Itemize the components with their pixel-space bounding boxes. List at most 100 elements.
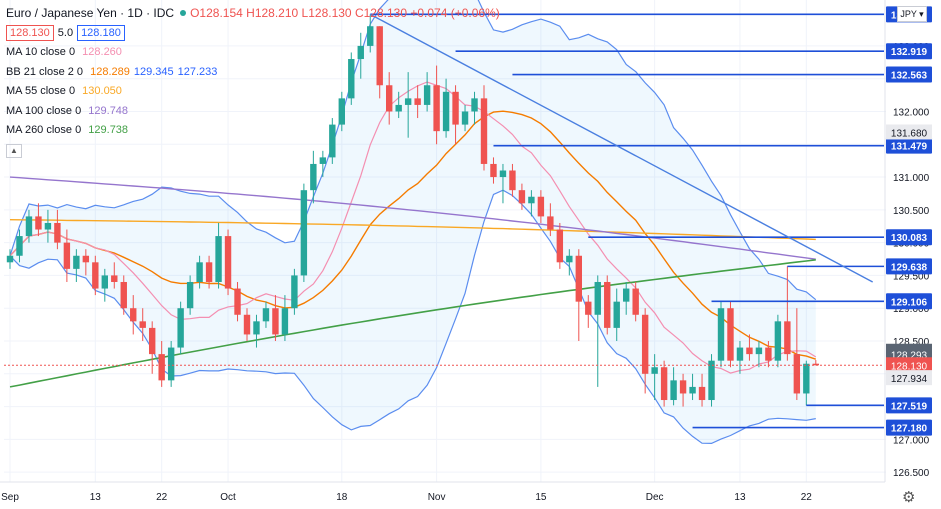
candle-body bbox=[461, 111, 469, 125]
price-tag-label: 128.130 bbox=[891, 361, 928, 372]
indicator-row[interactable]: BB 21 close 2 0 128.289 129.345 127.233 bbox=[6, 63, 500, 83]
candle-body bbox=[243, 314, 251, 335]
candle-body bbox=[765, 347, 772, 361]
candle-body bbox=[82, 255, 90, 263]
candle-body bbox=[803, 363, 810, 394]
candle-body bbox=[423, 85, 431, 105]
symbol-row: Euro / Japanese Yen · 1D · IDC O128.154 H… bbox=[6, 4, 500, 24]
price-tag-label: 127.934 bbox=[891, 374, 928, 385]
candle-body bbox=[755, 347, 763, 355]
currency-label: JPY bbox=[900, 9, 917, 19]
bid-ask-row: 128.130 5.0 128.180 bbox=[6, 24, 500, 44]
y-tick-label: 127.000 bbox=[893, 435, 930, 446]
x-tick-label: 13 bbox=[734, 492, 746, 503]
ma10-line bbox=[9, 81, 817, 374]
level-tag-label: 132.919 bbox=[891, 47, 928, 58]
support-resistance-levels[interactable] bbox=[370, 13, 884, 429]
bollinger-lower-line bbox=[9, 189, 816, 445]
candle-body bbox=[234, 288, 241, 315]
level-tag-label: 129.638 bbox=[891, 262, 928, 273]
buy-button[interactable]: 128.180 bbox=[77, 24, 125, 41]
candle-body bbox=[632, 288, 639, 315]
candle-body bbox=[679, 380, 687, 394]
candle-body bbox=[556, 229, 564, 263]
candle-body bbox=[215, 236, 222, 282]
candle-body bbox=[386, 85, 393, 112]
candle-body bbox=[6, 255, 14, 263]
candle-body bbox=[177, 308, 184, 348]
candle-body bbox=[16, 236, 23, 256]
candle-body bbox=[291, 275, 298, 309]
trendline-line[interactable] bbox=[369, 13, 874, 283]
candlesticks bbox=[6, 14, 819, 407]
candle-body bbox=[92, 262, 99, 289]
y-tick-label: 130.500 bbox=[893, 206, 930, 217]
indicator-list: MA 10 close 0 128.260 BB 21 close 2 0 128… bbox=[6, 43, 500, 141]
indicator-value: 127.233 bbox=[177, 65, 218, 78]
price-tag-label: 131.680 bbox=[891, 128, 928, 139]
indicator-row[interactable]: MA 100 close 0 129.748 bbox=[6, 102, 500, 122]
level-tag bbox=[886, 293, 932, 310]
candle-body bbox=[613, 301, 620, 328]
time-axis[interactable]: Sep 13 22 Oct 18 Nov 15 Dec 13 22 bbox=[0, 481, 885, 503]
candle-body bbox=[594, 281, 601, 315]
x-tick-label: Dec bbox=[646, 492, 664, 503]
candle-body bbox=[101, 275, 108, 289]
chevron-up-icon[interactable]: ▲ bbox=[6, 143, 22, 158]
candle-body bbox=[281, 308, 289, 335]
candle-body bbox=[537, 196, 545, 217]
level-tag bbox=[886, 66, 932, 83]
candle-body bbox=[63, 242, 71, 269]
indicator-label: MA 260 close 0 bbox=[6, 124, 85, 136]
candle-body bbox=[670, 380, 677, 401]
level-tag-label: 131.479 bbox=[891, 142, 928, 153]
candle-body bbox=[717, 308, 725, 361]
candle-body bbox=[319, 157, 327, 164]
indicator-value: 129.345 bbox=[133, 65, 174, 78]
indicator-label: MA 55 close 0 bbox=[6, 85, 79, 97]
x-tick-label: 22 bbox=[156, 492, 168, 503]
symbol-title[interactable]: Euro / Japanese Yen · 1D · IDC bbox=[6, 6, 175, 20]
candle-body bbox=[149, 327, 156, 355]
candle-body bbox=[736, 347, 744, 361]
y-tick-label: 129.500 bbox=[893, 271, 930, 282]
indicator-row[interactable]: MA 55 close 0 130.050 bbox=[6, 82, 500, 102]
level-tag bbox=[886, 397, 932, 414]
candle-body bbox=[509, 170, 516, 191]
candle-body bbox=[623, 288, 630, 302]
ohlc-change: +0.074 (+0.06%) bbox=[410, 6, 500, 20]
y-tick-label: 129.000 bbox=[893, 304, 930, 315]
candle-body bbox=[452, 91, 459, 125]
candle-body bbox=[167, 347, 175, 381]
gear-icon[interactable]: ⚙ bbox=[902, 489, 916, 506]
candle-body bbox=[774, 321, 782, 361]
currency-select[interactable]: JPY ▾ bbox=[897, 6, 927, 22]
candle-body bbox=[689, 386, 696, 394]
candle-body bbox=[404, 98, 412, 105]
level-tag-label: 127.519 bbox=[891, 401, 928, 412]
level-tag bbox=[886, 137, 932, 154]
indicator-value: 129.738 bbox=[88, 124, 129, 136]
indicator-row[interactable]: MA 260 close 0 129.738 bbox=[6, 121, 500, 141]
indicator-value: 128.260 bbox=[82, 46, 122, 58]
ma55-line bbox=[9, 219, 816, 241]
candle-body bbox=[395, 104, 402, 112]
sell-button[interactable]: 128.130 bbox=[6, 24, 54, 41]
candle-body bbox=[253, 321, 260, 335]
ohlc-open: O128.154 bbox=[190, 6, 243, 20]
candle-body bbox=[376, 26, 383, 86]
indicator-label: MA 100 close 0 bbox=[6, 104, 85, 117]
candle-body bbox=[727, 308, 734, 361]
indicator-row[interactable]: MA 10 close 0 128.260 bbox=[6, 43, 500, 63]
bollinger-band bbox=[9, 0, 817, 445]
price-tag bbox=[886, 370, 932, 386]
candle-body bbox=[414, 98, 421, 105]
x-tick-label: Oct bbox=[220, 492, 236, 503]
candle-body bbox=[348, 59, 355, 99]
level-tag bbox=[886, 419, 932, 436]
y-tick-label: 131.000 bbox=[893, 173, 930, 184]
chart-legend: Euro / Japanese Yen · 1D · IDC O128.154 H… bbox=[6, 4, 500, 160]
trendline[interactable] bbox=[369, 13, 874, 283]
candle-body bbox=[641, 314, 649, 374]
